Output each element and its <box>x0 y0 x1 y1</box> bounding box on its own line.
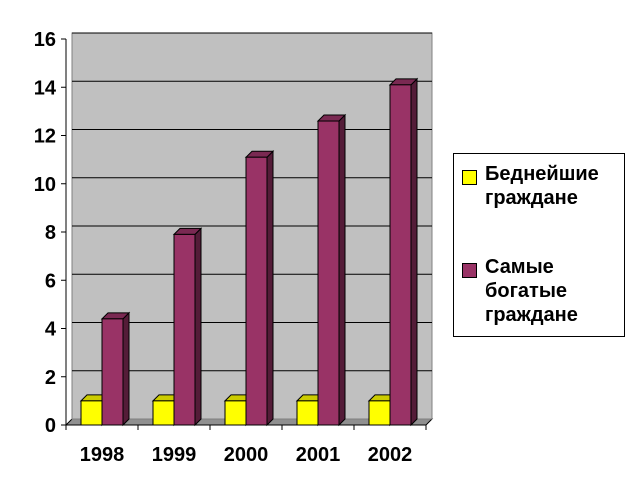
x-tick-label: 2001 <box>296 444 341 466</box>
legend-label-poorest: Беднейшие граждане <box>485 163 599 209</box>
bar-richest-1999 <box>172 227 203 427</box>
y-tick-label: 10 <box>34 174 56 196</box>
bar-side <box>266 150 274 427</box>
legend-swatch-richest <box>462 263 477 278</box>
y-tick-label: 16 <box>34 29 56 51</box>
bar-front <box>173 233 196 426</box>
x-tick-label: 2000 <box>224 444 269 466</box>
bar-front <box>152 400 175 426</box>
bar-front <box>101 318 124 426</box>
y-tick-label: 14 <box>34 77 57 99</box>
bar-front <box>389 84 412 426</box>
legend-swatch-poorest <box>462 170 477 185</box>
bar-front <box>80 400 103 426</box>
bar-richest-2002 <box>388 77 419 427</box>
bar-side <box>410 77 418 427</box>
bar-richest-1998 <box>100 311 131 427</box>
legend-label-richest: Самые богатые граждане <box>485 256 578 326</box>
bar-side <box>338 113 346 427</box>
legend-item-richest: Самые богатые граждане <box>462 255 625 327</box>
legend: Беднейшие граждане Самые богатые граждан… <box>453 153 625 337</box>
bar-richest-2000 <box>244 150 275 427</box>
y-tick-label: 12 <box>34 126 56 148</box>
y-tick-label: 8 <box>45 222 56 244</box>
y-tick-label: 4 <box>45 319 57 341</box>
y-tick-label: 2 <box>45 367 56 389</box>
bars-group <box>79 77 419 427</box>
x-tick-label: 2002 <box>368 444 413 466</box>
y-axis-ticks: 0 2 4 6 8 10 12 14 16 <box>34 29 66 437</box>
x-axis-ticks: 1998 1999 2000 2001 2002 <box>65 425 427 466</box>
bar-front <box>296 400 319 426</box>
y-tick-label: 6 <box>45 270 56 292</box>
y-tick-label: 0 <box>45 415 56 437</box>
bar-side <box>122 311 130 427</box>
x-tick-label: 1998 <box>80 444 125 466</box>
bar-front <box>317 120 340 426</box>
legend-item-poorest: Беднейшие граждане <box>462 162 625 210</box>
bar-front <box>224 400 247 426</box>
bar-front <box>245 156 268 426</box>
bar-richest-2001 <box>316 113 347 427</box>
bar-front <box>368 400 391 426</box>
bar-side <box>194 227 202 427</box>
x-tick-label: 1999 <box>152 444 197 466</box>
